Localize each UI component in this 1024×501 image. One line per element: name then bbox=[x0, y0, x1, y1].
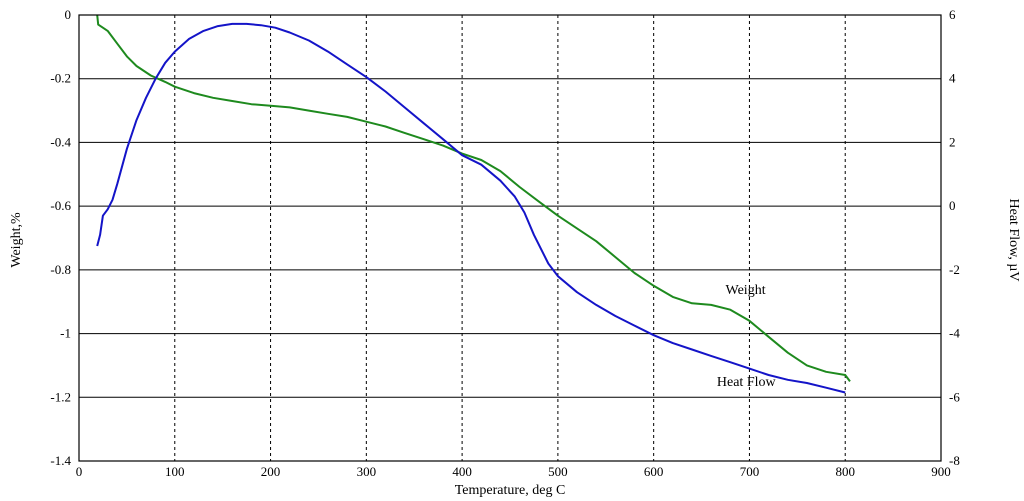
left-axis-title: Weight,% bbox=[9, 212, 24, 268]
x-tick-label: 200 bbox=[261, 464, 281, 479]
annotation-weight: Weight bbox=[726, 283, 766, 298]
y-left-tick-label: 0 bbox=[65, 7, 72, 22]
x-tick-label: 300 bbox=[357, 464, 377, 479]
x-tick-label: 700 bbox=[740, 464, 760, 479]
y-right-tick-label: -2 bbox=[949, 262, 960, 277]
y-left-tick-label: -0.8 bbox=[50, 262, 71, 277]
plot-frame bbox=[78, 14, 942, 462]
y-left-tick-label: -0.2 bbox=[50, 71, 71, 86]
y-right-tick-label: 2 bbox=[949, 134, 956, 149]
x-axis-title: Temperature, deg C bbox=[455, 483, 566, 498]
x-tick-label: 800 bbox=[835, 464, 855, 479]
series-line-weight bbox=[96, 14, 851, 382]
y-left-tick-label: -0.4 bbox=[50, 134, 71, 149]
x-tick-label: 600 bbox=[644, 464, 664, 479]
y-right-tick-label: -6 bbox=[949, 389, 960, 404]
y-left-tick-label: -1.4 bbox=[50, 453, 71, 468]
y-right-tick-label: -8 bbox=[949, 453, 960, 468]
y-left-tick-label: -1 bbox=[60, 326, 71, 341]
tick-labels: 0 -0.2 -0.4 -0.6 -0.8 -1 -1.2 -1.4 6 4 2 0 -2 -4 -6 -8 0… bbox=[50, 7, 960, 479]
y-right-tick-label: 0 bbox=[949, 198, 956, 213]
x-tick-label: 400 bbox=[452, 464, 472, 479]
y-right-tick-label: 4 bbox=[949, 71, 956, 86]
series-line-heat-flow bbox=[96, 22, 846, 394]
x-tick-label: 500 bbox=[548, 464, 568, 479]
grid bbox=[79, 15, 941, 461]
y-left-tick-label: -1.2 bbox=[50, 389, 71, 404]
x-tick-label: 900 bbox=[931, 464, 951, 479]
y-right-tick-label: -4 bbox=[949, 326, 960, 341]
series-layer bbox=[96, 14, 851, 394]
annotation-heat-flow: Heat Flow bbox=[717, 375, 777, 390]
right-axis-title: Heat Flow, µV bbox=[1006, 199, 1021, 282]
x-tick-label: 0 bbox=[76, 464, 83, 479]
x-tick-label: 100 bbox=[165, 464, 185, 479]
y-left-tick-label: -0.6 bbox=[50, 198, 71, 213]
y-right-tick-label: 6 bbox=[949, 7, 956, 22]
